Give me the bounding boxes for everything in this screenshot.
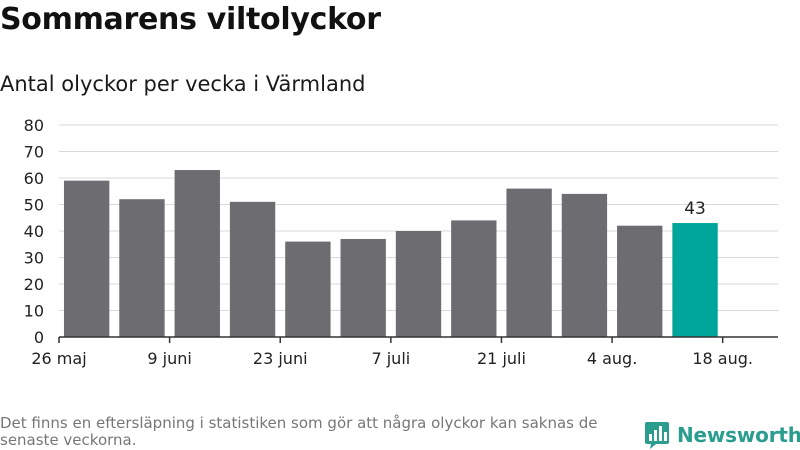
y-tick-label: 70 [24, 143, 44, 162]
chart-title: Sommarens viltolyckor [0, 2, 381, 37]
bar-highlight [672, 223, 718, 337]
bar [63, 180, 110, 337]
bar [285, 241, 331, 337]
bar [561, 193, 608, 337]
data-labels: 43 [684, 199, 706, 219]
y-axis-ticks: 0 10 20 30 40 50 60 70 80 [24, 116, 44, 347]
y-tick-label: 0 [34, 328, 44, 347]
bar [506, 188, 552, 337]
x-tick-label: 23 juni [253, 349, 308, 368]
y-tick-label: 40 [24, 222, 44, 241]
bar [451, 220, 497, 337]
footnote: Det finns en eftersläpning i statistiken… [0, 414, 598, 449]
x-tick-label: 26 maj [31, 349, 86, 368]
bar-chart-icon [645, 422, 669, 449]
y-tick-label: 60 [24, 169, 44, 188]
y-tick-label: 20 [24, 275, 44, 294]
chart-subtitle: Antal olyckor per vecka i Värmland [0, 72, 366, 96]
bar [229, 201, 276, 337]
y-tick-label: 50 [24, 196, 44, 215]
x-tick-label: 9 juni [147, 349, 191, 368]
x-tick-label: 18 aug. [692, 349, 753, 368]
y-tick-label: 80 [24, 116, 44, 135]
bar [340, 238, 386, 337]
bar [119, 199, 165, 337]
bar [395, 231, 442, 337]
data-label: 43 [684, 199, 706, 219]
y-tick-label: 30 [24, 249, 44, 268]
newsworthy-logo[interactable]: Newsworthy [644, 420, 800, 450]
weekly-accidents-bar-chart: 0 10 20 30 40 50 60 70 80 26 maj 9 juni 23 juni 7 j… [24, 116, 778, 368]
bars [63, 170, 718, 337]
x-axis: 26 maj 9 juni 23 juni 7 juli 21 juli 4 aug. 18… [31, 336, 778, 368]
x-tick-label: 21 juli [477, 349, 526, 368]
x-tick-label: 7 juli [371, 349, 410, 368]
x-tick-label: 4 aug. [587, 349, 637, 368]
brand-name: Newsworthy [677, 423, 800, 447]
bar [174, 170, 220, 337]
bar [617, 225, 663, 337]
y-tick-label: 10 [24, 302, 44, 321]
